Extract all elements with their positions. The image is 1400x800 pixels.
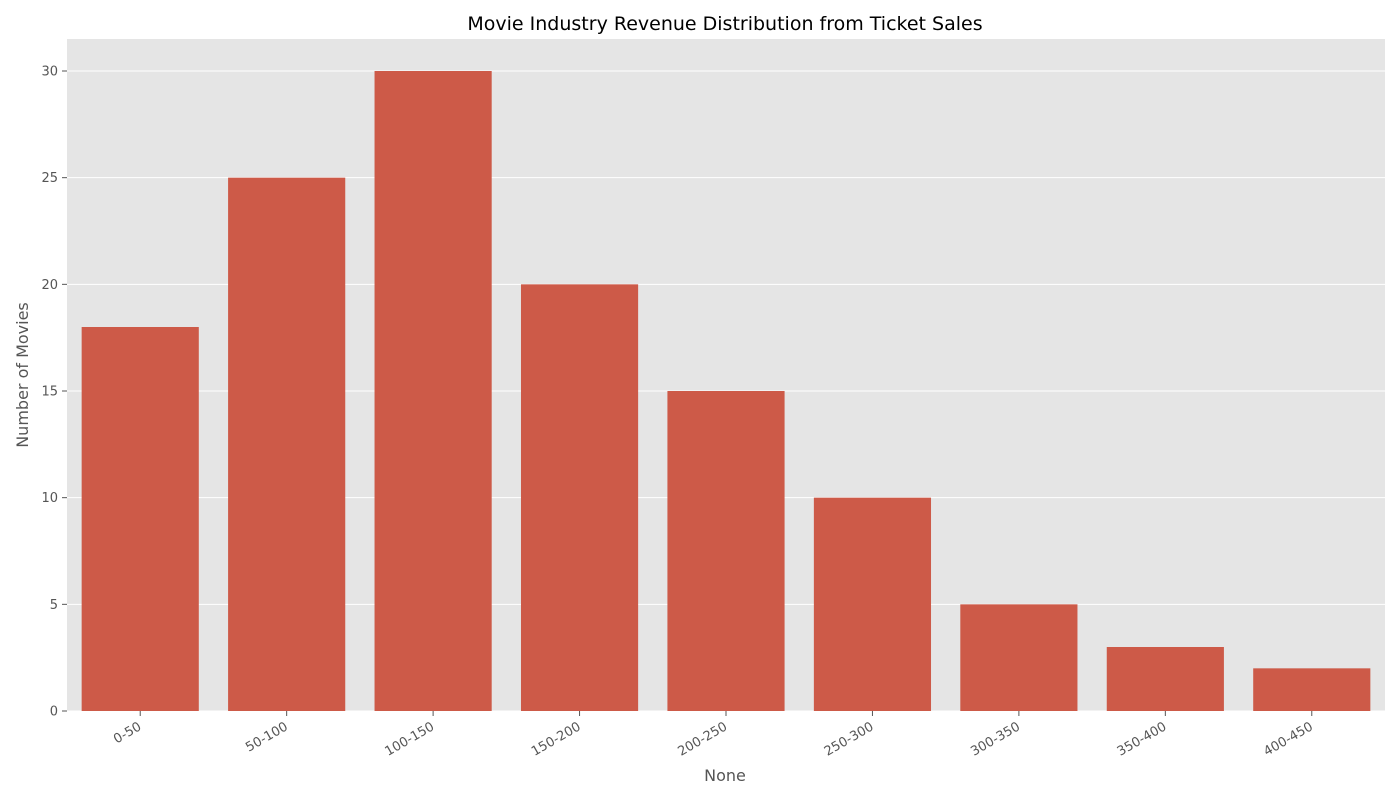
x-tick-label: 350-400 xyxy=(1115,719,1170,759)
bar-50-100 xyxy=(228,177,346,711)
x-tick-label: 150-200 xyxy=(529,719,584,759)
y-tick-label: 10 xyxy=(41,491,58,506)
bar-200-250 xyxy=(667,391,785,711)
y-tick-label: 30 xyxy=(41,65,58,80)
bar-150-200 xyxy=(520,284,639,711)
y-tick-label: 20 xyxy=(41,278,58,293)
bar-250-300 xyxy=(813,497,932,711)
y-tick-label: 0 xyxy=(50,705,58,720)
x-tick-label: 0-50 xyxy=(111,719,144,747)
bar-350-400 xyxy=(1106,647,1224,711)
y-tick-label: 5 xyxy=(50,598,58,613)
x-tick-label: 400-450 xyxy=(1261,719,1316,759)
y-tick-label: 25 xyxy=(41,171,58,186)
bar-300-350 xyxy=(960,604,1078,711)
bar-400-450 xyxy=(1253,668,1371,711)
x-tick-label: 50-100 xyxy=(243,719,290,755)
y-tick-label: 15 xyxy=(41,385,58,400)
y-axis: 0 5 10 15 20 25 30 xyxy=(41,65,67,720)
x-tick-label: 200-250 xyxy=(675,719,730,759)
x-tick-label: 250-300 xyxy=(822,719,877,759)
x-tick-label: 300-350 xyxy=(968,719,1023,759)
bar-100-150 xyxy=(374,71,492,711)
bar-layer xyxy=(81,71,1371,711)
bar-0-50 xyxy=(81,327,199,711)
x-axis-label: None xyxy=(704,766,746,785)
chart-title: Movie Industry Revenue Distribution from… xyxy=(467,13,982,35)
x-tick-label: 100-150 xyxy=(383,719,438,759)
x-axis: 0-50 50-100 100-150 150-200 200-250 250-300 30… xyxy=(111,711,1316,760)
y-axis-label: Number of Movies xyxy=(13,302,32,448)
